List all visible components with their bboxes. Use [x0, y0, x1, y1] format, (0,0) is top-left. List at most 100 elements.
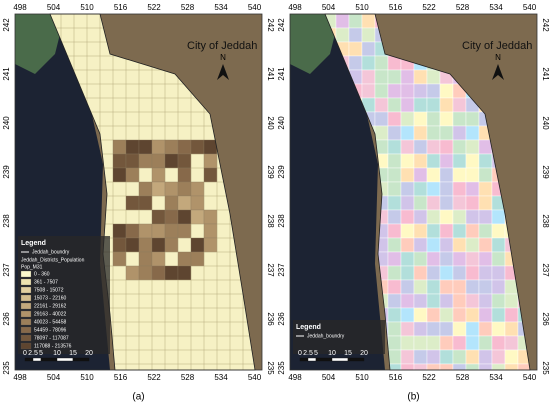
map-panel: 4984985045045105105165165225225285285345…	[277, 3, 550, 382]
district	[452, 265, 467, 281]
x-tick-label: 498	[288, 3, 302, 12]
district	[439, 167, 454, 183]
scale-label: 5	[39, 350, 43, 357]
district	[426, 279, 441, 295]
district	[413, 195, 428, 211]
district	[478, 279, 493, 295]
district	[504, 307, 519, 323]
district	[426, 209, 441, 225]
district	[517, 363, 530, 370]
district	[387, 83, 402, 99]
district	[439, 223, 454, 239]
district	[177, 251, 192, 267]
map-frame	[14, 13, 263, 371]
scale-label: 2.5	[303, 350, 313, 357]
district	[387, 181, 402, 197]
district	[400, 321, 415, 337]
x-tick-label: 504	[322, 373, 336, 382]
district	[387, 349, 402, 365]
district	[138, 181, 153, 197]
district	[439, 265, 454, 281]
district	[413, 139, 428, 155]
x-tick-label: 528	[181, 3, 195, 12]
scale-segment	[331, 357, 349, 362]
x-tick-label: 522	[147, 373, 161, 382]
district	[361, 69, 376, 85]
district	[504, 335, 519, 351]
district	[478, 223, 493, 239]
district	[151, 237, 166, 253]
district	[190, 181, 205, 197]
scale-segment	[40, 357, 58, 362]
district	[400, 125, 415, 141]
legend-item: 7508 - 15072	[34, 287, 64, 293]
district	[190, 195, 205, 211]
district	[426, 139, 441, 155]
x-tick-label: 498	[13, 373, 27, 382]
district	[190, 363, 205, 370]
district	[478, 251, 493, 267]
district	[478, 167, 493, 183]
district	[426, 237, 441, 253]
district	[426, 321, 441, 337]
district	[138, 223, 153, 239]
district	[387, 153, 402, 169]
district	[413, 265, 428, 281]
district	[348, 55, 363, 71]
district	[112, 223, 127, 239]
district	[465, 181, 480, 197]
district	[452, 293, 467, 309]
x-tick-label: 534	[489, 373, 503, 382]
district	[138, 237, 153, 253]
district	[400, 335, 415, 351]
y-tick-label: 238	[541, 214, 550, 228]
district	[491, 209, 506, 225]
district	[413, 321, 428, 337]
x-tick-label: 504	[47, 3, 61, 12]
district	[138, 139, 153, 155]
legend-item: 15073 - 22160	[34, 295, 66, 301]
district	[177, 167, 192, 183]
legend-box	[18, 236, 110, 354]
district	[229, 363, 244, 370]
north-arrow	[492, 64, 504, 80]
y-tick-label: 236	[266, 312, 275, 326]
district	[387, 265, 402, 281]
district	[491, 251, 506, 267]
district	[413, 237, 428, 253]
district	[452, 111, 467, 127]
district	[478, 349, 493, 365]
district	[426, 265, 441, 281]
district	[400, 279, 415, 295]
district	[478, 321, 493, 337]
district	[177, 209, 192, 225]
legend-item: 40023 - 54458	[34, 319, 66, 325]
district	[478, 181, 493, 197]
panel-caption: (a)	[132, 392, 144, 403]
y-tick-label: 242	[277, 18, 286, 32]
legend-item: 22161 - 29162	[34, 303, 66, 309]
district	[112, 363, 127, 370]
district	[439, 307, 454, 323]
district	[413, 251, 428, 267]
district	[465, 321, 480, 337]
legend-layer: Jeddah_Districts_Population	[21, 257, 85, 263]
north-label: N	[220, 53, 226, 62]
district	[387, 237, 402, 253]
district	[465, 349, 480, 365]
district	[348, 27, 363, 43]
district	[387, 69, 402, 85]
district	[112, 237, 127, 253]
district	[400, 83, 415, 99]
district	[125, 153, 140, 169]
district	[125, 237, 140, 253]
district	[125, 265, 140, 281]
district	[465, 335, 480, 351]
x-tick-label: 528	[456, 3, 470, 12]
scale-segment	[32, 357, 42, 362]
legend-item: Jeddah_boundry	[307, 333, 345, 339]
district	[151, 209, 166, 225]
district	[164, 223, 179, 239]
district	[387, 279, 402, 295]
district	[151, 265, 166, 281]
